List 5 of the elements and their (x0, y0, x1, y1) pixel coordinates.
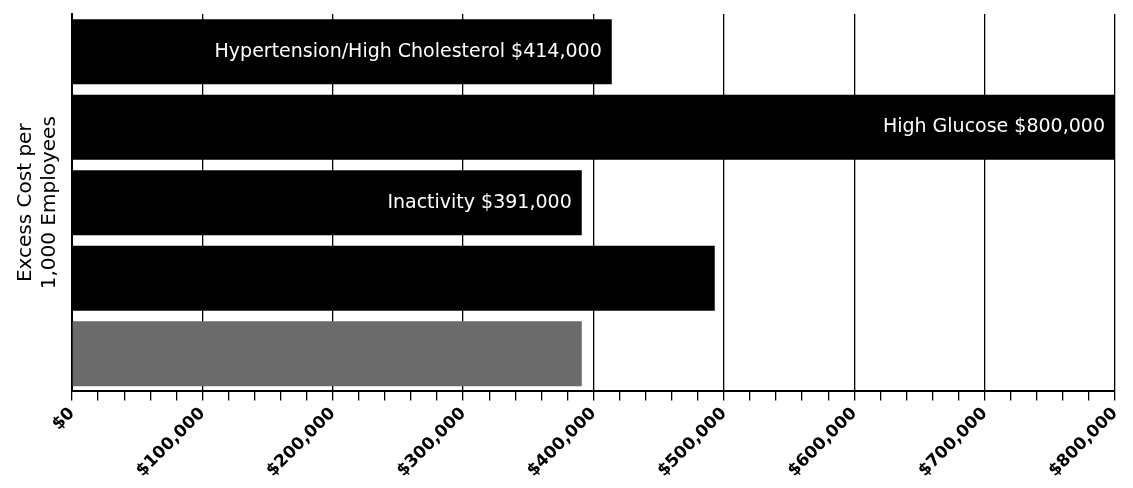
data-label: High Glucose $800,000 (882, 114, 1105, 137)
data-label: Inactivity $391,000 (387, 189, 572, 212)
y-axis-title: Excess Cost per 1,000 Employees (12, 116, 61, 290)
x-tick-label: $0 (47, 402, 79, 434)
data-label: Hypertension/High Cholesterol $414,000 (214, 38, 602, 61)
